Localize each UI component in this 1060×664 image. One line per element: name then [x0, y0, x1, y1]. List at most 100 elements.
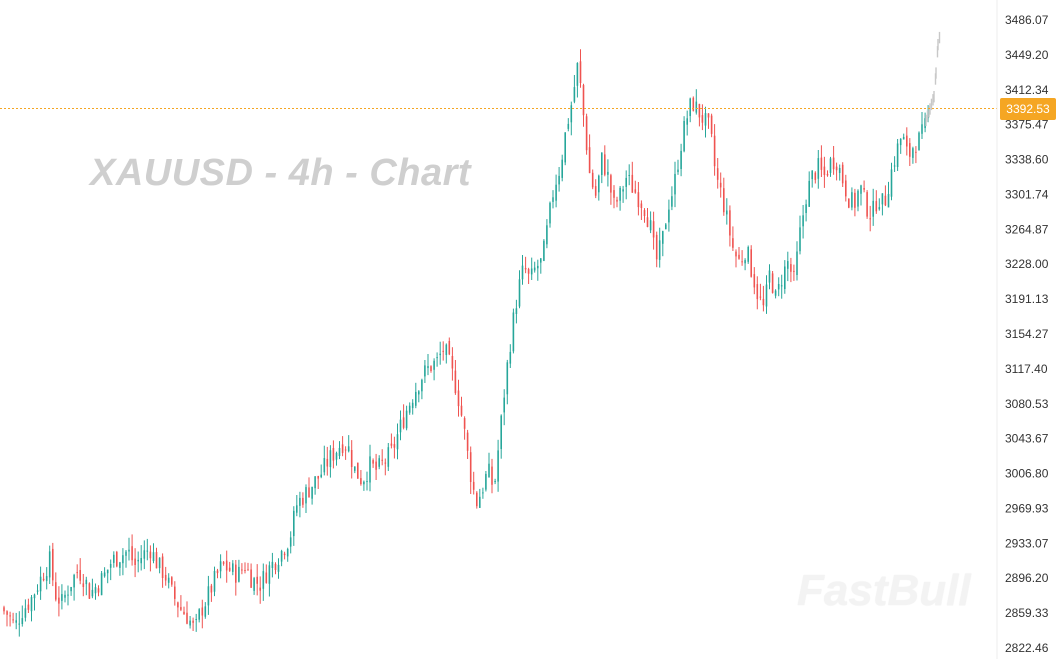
candle-down	[710, 115, 713, 134]
candle-up	[622, 189, 624, 192]
candle-up	[549, 202, 551, 224]
candle-down	[216, 570, 219, 574]
candle-down	[915, 151, 917, 153]
y-tick-label: 3154.27	[1005, 327, 1049, 341]
candle-down	[476, 492, 478, 507]
candle-down	[131, 546, 133, 561]
candle-down	[841, 164, 844, 184]
candle-up	[784, 266, 786, 289]
candle-up	[689, 98, 691, 116]
candle-down	[738, 254, 740, 259]
candle-up	[109, 564, 112, 568]
candle-up	[408, 405, 411, 413]
candle-up	[67, 594, 69, 596]
candle-up	[796, 251, 798, 275]
candle-up	[387, 447, 390, 467]
candle-down	[228, 567, 231, 571]
candle-down	[116, 552, 118, 567]
candle-up	[21, 618, 24, 624]
candle-up	[289, 537, 292, 547]
candle-down	[875, 201, 878, 212]
candle-down	[707, 113, 710, 118]
candle-down	[832, 157, 835, 170]
candle-down	[579, 61, 582, 83]
candle-down	[247, 569, 249, 571]
candle-up	[552, 197, 554, 202]
candle-up	[777, 284, 780, 290]
candle-down	[308, 487, 310, 497]
candle-up	[427, 366, 429, 369]
candle-up	[128, 549, 130, 552]
candle-down	[582, 85, 585, 116]
candle-down	[177, 602, 179, 608]
candle-down	[357, 462, 359, 479]
candle-down	[9, 615, 11, 617]
projection-group	[925, 31, 941, 127]
candle-up	[293, 510, 295, 537]
candle-down	[52, 548, 54, 581]
y-tick-label: 3117.40	[1005, 362, 1048, 376]
candle-up	[268, 565, 271, 584]
candle-down	[3, 607, 5, 612]
candle-up	[85, 579, 88, 585]
y-tick-label: 3301.74	[1005, 187, 1049, 201]
candle-down	[457, 390, 460, 407]
candle-up	[125, 551, 127, 556]
candle-up	[311, 486, 313, 499]
candle-up	[890, 169, 893, 197]
y-tick-label: 3043.67	[1005, 432, 1049, 446]
candle-up	[561, 159, 563, 178]
candle-down	[174, 586, 176, 599]
candle-up	[48, 551, 51, 578]
candle-down	[171, 577, 173, 585]
candle-down	[613, 190, 615, 198]
candle-up	[512, 312, 515, 352]
candle-down	[350, 450, 353, 467]
candle-up	[30, 597, 33, 612]
candle-down	[637, 192, 640, 208]
candle-down	[790, 264, 792, 272]
candle-down	[585, 116, 588, 151]
candle-up	[518, 279, 521, 307]
candle-up	[195, 619, 197, 620]
candle-up	[323, 458, 326, 473]
y-tick-label: 3228.00	[1005, 257, 1049, 271]
y-axis[interactable]: 3486.07 3449.20 3412.34 3375.47 3338.60 3301.…	[1005, 13, 1049, 655]
candle-down	[604, 154, 606, 175]
candle-down	[759, 296, 762, 298]
candle-up	[366, 481, 368, 482]
candle-up	[277, 564, 280, 572]
candle-up	[238, 566, 240, 582]
candle-up	[805, 204, 807, 213]
candle-up	[335, 452, 338, 460]
y-tick-label: 3338.60	[1005, 153, 1049, 167]
candle-down	[259, 587, 261, 591]
candle-down	[186, 612, 188, 624]
candle-up	[704, 113, 707, 126]
candle-up	[747, 247, 749, 262]
candle-up	[829, 158, 832, 173]
candle-up	[683, 121, 685, 152]
candle-up	[881, 193, 884, 205]
candle-down	[430, 366, 432, 371]
candle-down	[27, 604, 30, 610]
candle-down	[713, 135, 716, 167]
candle-up	[253, 578, 255, 591]
y-tick-label: 3375.47	[1005, 118, 1049, 132]
candle-up	[232, 563, 234, 572]
candle-down	[201, 607, 204, 616]
candle-up	[628, 175, 630, 176]
candle-up	[305, 487, 307, 504]
candle-down	[723, 188, 725, 213]
candle-up	[424, 365, 426, 377]
candle-up	[439, 353, 441, 356]
candle-down	[741, 261, 743, 263]
candle-down	[762, 298, 765, 306]
candle-up	[347, 446, 350, 452]
candle-down	[372, 460, 374, 464]
candle-down	[155, 552, 158, 569]
candle-up	[619, 187, 621, 201]
candle-up	[668, 209, 670, 223]
